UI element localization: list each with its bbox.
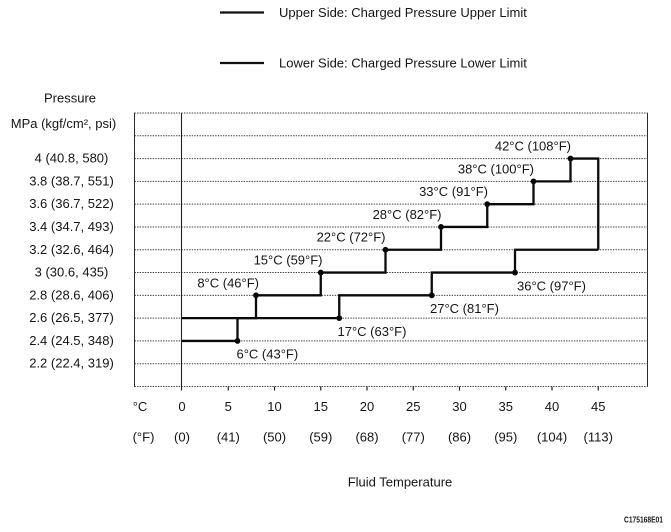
svg-text:Upper Side: Charged Pressure U: Upper Side: Charged Pressure Upper Limit — [279, 5, 527, 20]
svg-text:22°C (72°F): 22°C (72°F) — [317, 230, 386, 245]
svg-text:(77): (77) — [402, 430, 425, 445]
svg-text:°C: °C — [133, 399, 148, 414]
svg-text:33°C (91°F): 33°C (91°F) — [419, 184, 488, 199]
svg-text:25: 25 — [406, 399, 420, 414]
svg-text:2.2 (22.4, 319): 2.2 (22.4, 319) — [29, 356, 114, 371]
svg-text:20: 20 — [360, 399, 374, 414]
svg-text:28°C (82°F): 28°C (82°F) — [373, 207, 442, 222]
svg-text:(0): (0) — [174, 430, 190, 445]
svg-text:35: 35 — [499, 399, 513, 414]
svg-text:(41): (41) — [217, 430, 240, 445]
svg-text:2.6 (26.5, 377): 2.6 (26.5, 377) — [29, 310, 114, 325]
svg-text:8°C (46°F): 8°C (46°F) — [197, 275, 259, 290]
svg-text:(86): (86) — [448, 430, 471, 445]
svg-text:MPa (kgf/cm², psi): MPa (kgf/cm², psi) — [11, 116, 116, 131]
svg-text:6°C (43°F): 6°C (43°F) — [237, 347, 299, 362]
svg-text:3.8 (38.7, 551): 3.8 (38.7, 551) — [29, 173, 114, 188]
svg-text:40: 40 — [545, 399, 559, 414]
svg-text:38°C (100°F): 38°C (100°F) — [458, 161, 534, 176]
svg-text:2.8 (28.6, 406): 2.8 (28.6, 406) — [29, 287, 114, 302]
svg-text:0: 0 — [178, 399, 185, 414]
svg-text:4 (40.8, 580): 4 (40.8, 580) — [35, 151, 109, 166]
svg-text:(50): (50) — [263, 430, 286, 445]
svg-text:(68): (68) — [355, 430, 378, 445]
svg-text:(59): (59) — [309, 430, 332, 445]
svg-text:10: 10 — [267, 399, 281, 414]
svg-text:45: 45 — [591, 399, 605, 414]
svg-text:17°C (63°F): 17°C (63°F) — [338, 324, 407, 339]
svg-text:Lower Side: Charged Pressure L: Lower Side: Charged Pressure Lower Limit — [279, 55, 527, 70]
svg-text:42°C (108°F): 42°C (108°F) — [495, 139, 571, 154]
svg-text:(113): (113) — [584, 430, 613, 445]
svg-text:Fluid Temperature: Fluid Temperature — [348, 474, 453, 489]
svg-text:27°C (81°F): 27°C (81°F) — [430, 301, 499, 316]
svg-text:3 (30.6, 435): 3 (30.6, 435) — [35, 265, 109, 280]
svg-text:15°C (59°F): 15°C (59°F) — [254, 253, 323, 268]
svg-text:Pressure: Pressure — [44, 91, 96, 106]
svg-text:3.6 (36.7, 522): 3.6 (36.7, 522) — [29, 196, 114, 211]
svg-text:5: 5 — [225, 399, 232, 414]
svg-text:3.2 (32.6, 464): 3.2 (32.6, 464) — [29, 242, 114, 257]
svg-text:30: 30 — [452, 399, 466, 414]
svg-text:(104): (104) — [537, 430, 567, 445]
svg-text:(°F): (°F) — [133, 430, 155, 445]
svg-text:3.4 (34.7, 493): 3.4 (34.7, 493) — [29, 219, 114, 234]
svg-text:(95): (95) — [494, 430, 517, 445]
svg-text:15: 15 — [314, 399, 328, 414]
svg-text:C175168E01: C175168E01 — [624, 516, 663, 525]
svg-text:2.4 (24.5, 348): 2.4 (24.5, 348) — [29, 333, 114, 348]
svg-text:36°C (97°F): 36°C (97°F) — [517, 278, 586, 293]
